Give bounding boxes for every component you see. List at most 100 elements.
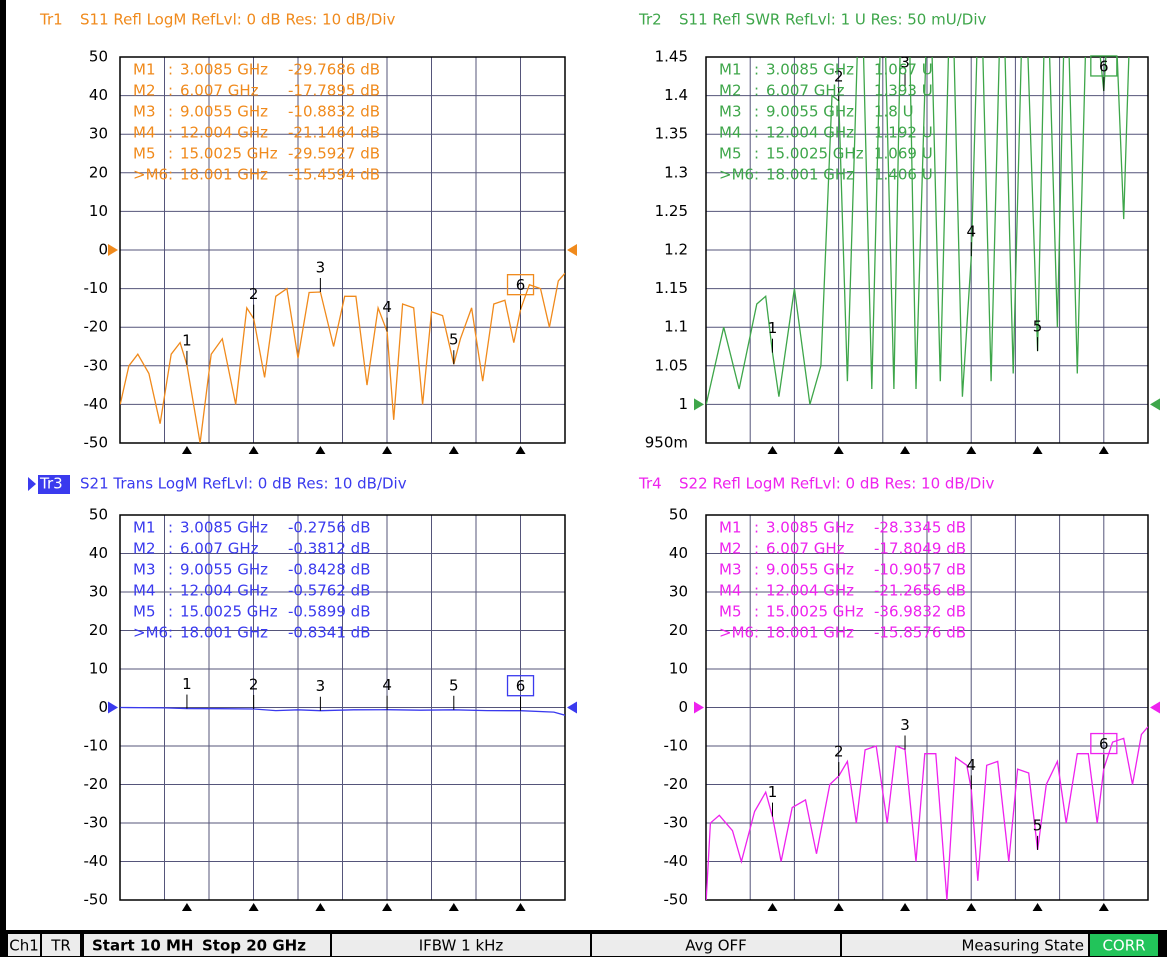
marker-readout: -15.8576 dB: [874, 624, 966, 642]
ref-arrow-left: [694, 398, 704, 411]
y-tick-label: -50: [84, 891, 109, 909]
marker-number: 3: [900, 54, 910, 72]
y-tick-label: -50: [664, 891, 689, 909]
marker-triangle: [181, 446, 192, 454]
marker-readout: :: [754, 145, 759, 163]
marker-readout: M5: [719, 145, 742, 163]
marker-readout: 1.192 U: [874, 124, 933, 142]
marker-triangle: [181, 903, 192, 911]
y-tick-label: 1: [678, 395, 688, 413]
marker-readout: :: [754, 603, 759, 621]
trace-panel: Tr2 S11 Refl SWR RefLvl: 1 U Res: 50 mU/D…: [638, 11, 1160, 454]
trace-title: S11 Refl LogM RefLvl: 0 dB Res: 10 dB/Di…: [80, 11, 395, 29]
y-tick-label: -10: [84, 737, 109, 755]
marker-readout: :: [168, 582, 173, 600]
marker-readout: -0.2756 dB: [288, 519, 370, 537]
marker-readout: M1: [719, 519, 742, 537]
marker-number: 5: [449, 331, 459, 349]
marker-readout: 15.0025 GHz: [180, 145, 278, 163]
y-tick-label: 40: [669, 544, 688, 562]
marker-readout: 6.007 GHz: [766, 540, 845, 558]
marker-readout: :: [168, 624, 173, 642]
y-tick-label: -30: [84, 814, 109, 832]
marker-readout: M5: [133, 145, 156, 163]
marker-readout: -10.9057 dB: [874, 561, 966, 579]
marker-readout: >M6: [133, 166, 168, 184]
marker-number: 4: [967, 756, 977, 774]
marker-number: 1: [768, 319, 778, 337]
active-marker-box: [506, 675, 535, 697]
marker-readout: :: [168, 540, 173, 558]
marker-readout: 1.069 U: [874, 145, 933, 163]
marker-readout: M3: [719, 561, 742, 579]
marker-readout: 1.8 U: [874, 103, 914, 121]
marker-number: 2: [249, 675, 259, 693]
status-text: Ch1: [9, 937, 39, 955]
y-tick-label: 0: [678, 698, 688, 716]
marker-triangle: [833, 446, 844, 454]
marker-readout: -29.7686 dB: [288, 61, 380, 79]
plot-frame: [119, 56, 566, 444]
y-tick-label: -20: [84, 318, 109, 336]
marker-readout: 3.0085 GHz: [766, 61, 854, 79]
marker-readout: -29.5927 dB: [288, 145, 380, 163]
marker-readout: 18.001 GHz: [180, 624, 268, 642]
y-tick-label: 40: [89, 86, 108, 104]
marker-readout: 18.001 GHz: [180, 166, 268, 184]
marker-readout: -28.3345 dB: [874, 519, 966, 537]
y-tick-label: 30: [89, 583, 108, 601]
trace-line: [706, 57, 1148, 405]
marker-readout: -0.5899 dB: [288, 603, 370, 621]
marker-triangle: [248, 446, 259, 454]
marker-readout: M2: [133, 540, 156, 558]
status-segment: [42, 934, 80, 956]
y-tick-label: 50: [89, 506, 108, 524]
marker-readout: :: [754, 103, 759, 121]
marker-readout: -36.9832 dB: [874, 603, 966, 621]
ref-arrow-left: [108, 244, 118, 256]
trace-title: S22 Refl LogM RefLvl: 0 dB Res: 10 dB/Di…: [679, 475, 994, 493]
marker-readout: 3.0085 GHz: [766, 519, 854, 537]
active-marker-box: [1090, 732, 1118, 755]
ref-arrow-left: [108, 701, 118, 714]
y-tick-label: 0: [98, 241, 108, 259]
marker-readout: :: [754, 540, 759, 558]
marker-triangle: [1098, 446, 1109, 454]
trace-label: Tr4: [638, 475, 662, 493]
y-tick-label: -20: [664, 775, 689, 793]
plot-frame: [705, 56, 1149, 444]
y-tick-label: 10: [89, 202, 108, 220]
marker-triangle: [515, 446, 526, 454]
status-text: Avg OFF: [685, 937, 747, 955]
active-marker-box: [1090, 55, 1118, 77]
marker-number: 1: [182, 331, 192, 349]
marker-number: 4: [382, 676, 392, 694]
marker-readout: M3: [133, 561, 156, 579]
marker-triangle: [1032, 446, 1043, 454]
marker-readout: :: [168, 561, 173, 579]
marker-readout: 12.004 GHz: [766, 124, 854, 142]
trace-title: S11 Refl SWR RefLvl: 1 U Res: 50 mU/Div: [679, 11, 986, 29]
marker-readout: -0.5762 dB: [288, 582, 370, 600]
y-tick-label: 1.15: [655, 279, 688, 297]
marker-readout: M1: [133, 61, 156, 79]
status-segment: [332, 934, 590, 956]
marker-number: 3: [900, 716, 910, 734]
y-tick-label: 1.05: [655, 356, 688, 374]
marker-readout: M4: [719, 582, 742, 600]
ref-arrow-right: [1150, 398, 1160, 411]
y-tick-label: 10: [669, 660, 688, 678]
marker-readout: -17.8049 dB: [874, 540, 966, 558]
marker-readout: M1: [133, 519, 156, 537]
marker-readout: :: [754, 519, 759, 537]
marker-number: 5: [449, 676, 459, 694]
marker-readout: :: [168, 166, 173, 184]
marker-triangle: [966, 446, 977, 454]
marker-readout: 12.004 GHz: [180, 124, 268, 142]
trace-panel: Tr1 S11 Refl LogM RefLvl: 0 dB Res: 10 dB…: [39, 11, 577, 454]
y-tick-label: 950m: [645, 434, 688, 452]
y-tick-label: 1.1: [664, 318, 688, 336]
marker-triangle: [448, 903, 459, 911]
status-segment: [842, 934, 1088, 956]
marker-triangle: [767, 903, 778, 911]
